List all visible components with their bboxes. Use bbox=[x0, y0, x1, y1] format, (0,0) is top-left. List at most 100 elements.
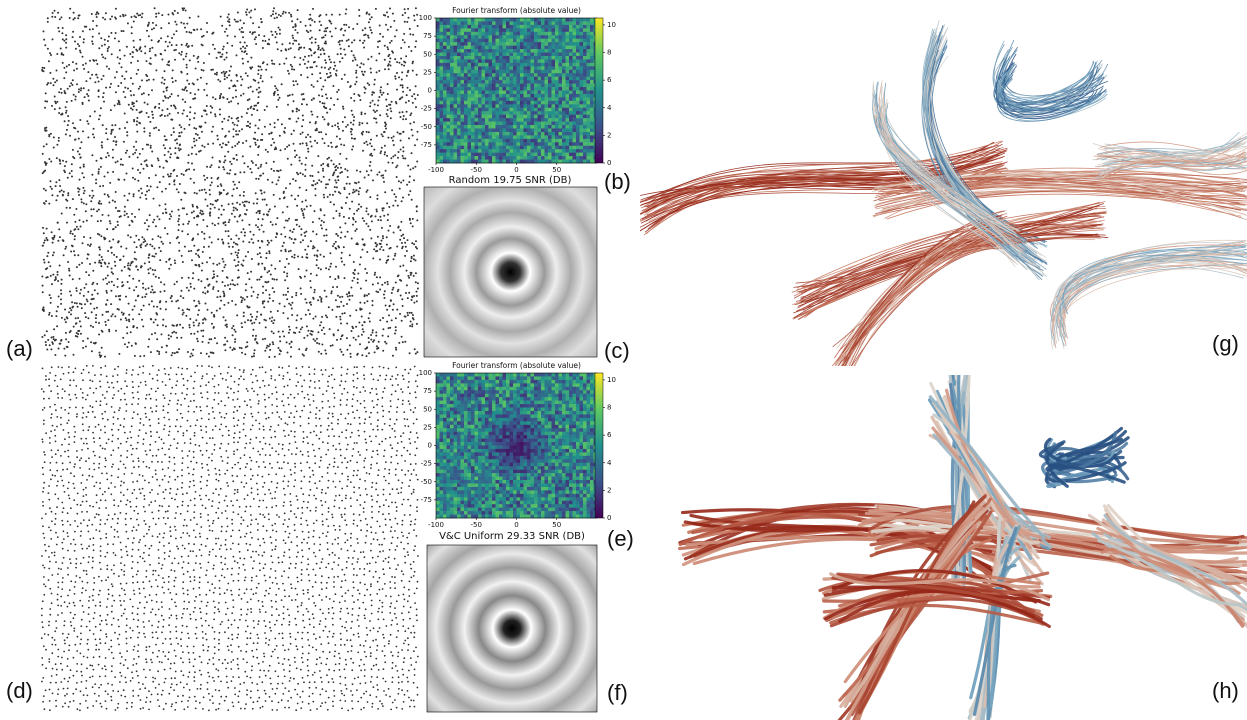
dot bbox=[339, 349, 341, 351]
dot bbox=[314, 340, 316, 342]
dot bbox=[135, 286, 137, 288]
dot bbox=[253, 291, 255, 293]
dot bbox=[132, 417, 134, 419]
dot bbox=[336, 70, 338, 72]
dot bbox=[47, 252, 49, 254]
dot bbox=[199, 406, 201, 408]
dot bbox=[118, 101, 120, 103]
dot bbox=[193, 245, 195, 247]
dot bbox=[416, 74, 418, 76]
dot bbox=[83, 87, 85, 89]
dot bbox=[229, 24, 231, 26]
dot bbox=[285, 294, 287, 296]
dot bbox=[234, 338, 236, 340]
dot bbox=[65, 338, 67, 340]
dot bbox=[315, 183, 317, 185]
dot bbox=[327, 183, 329, 185]
dot bbox=[126, 404, 128, 406]
dot bbox=[329, 276, 331, 278]
dot bbox=[50, 133, 52, 135]
dot bbox=[204, 146, 206, 148]
dot bbox=[413, 258, 415, 260]
dot bbox=[272, 278, 274, 280]
dot bbox=[392, 289, 394, 291]
dot bbox=[283, 405, 285, 407]
dot bbox=[411, 152, 413, 154]
dot bbox=[415, 246, 417, 248]
dot bbox=[155, 225, 157, 227]
dot bbox=[399, 112, 401, 114]
dot bbox=[333, 163, 335, 165]
dot bbox=[265, 149, 267, 151]
dot bbox=[241, 299, 243, 301]
dot bbox=[178, 52, 180, 54]
dot bbox=[137, 60, 139, 62]
dot bbox=[297, 83, 299, 85]
dot bbox=[191, 259, 193, 261]
dot bbox=[236, 202, 238, 204]
dot bbox=[341, 252, 343, 254]
dot bbox=[202, 219, 204, 221]
dot bbox=[176, 281, 178, 283]
dot bbox=[207, 143, 209, 145]
dot bbox=[265, 406, 267, 408]
dot bbox=[248, 87, 250, 89]
dot bbox=[136, 117, 138, 119]
dot bbox=[379, 319, 381, 321]
dot bbox=[238, 141, 240, 143]
dot bbox=[154, 54, 156, 56]
dot bbox=[255, 420, 257, 422]
dot bbox=[61, 367, 63, 369]
dot bbox=[238, 238, 240, 240]
dot bbox=[82, 392, 84, 394]
dot bbox=[67, 177, 69, 179]
dot bbox=[84, 312, 86, 314]
dot bbox=[243, 191, 245, 193]
dot bbox=[416, 291, 418, 293]
dot bbox=[241, 128, 243, 130]
dot bbox=[145, 384, 147, 386]
dot bbox=[73, 69, 75, 71]
dot bbox=[238, 181, 240, 183]
dot bbox=[107, 319, 109, 321]
dot bbox=[181, 277, 183, 279]
dot bbox=[255, 437, 257, 439]
dot bbox=[304, 232, 306, 234]
dot bbox=[276, 17, 278, 19]
dot bbox=[151, 47, 153, 49]
dot bbox=[68, 311, 70, 313]
dot bbox=[358, 193, 360, 195]
dot bbox=[168, 176, 170, 178]
dot bbox=[168, 334, 170, 336]
dot bbox=[64, 120, 66, 122]
dot bbox=[334, 379, 336, 381]
dot bbox=[169, 156, 171, 158]
dot bbox=[60, 114, 62, 116]
dot bbox=[277, 310, 279, 312]
dot bbox=[341, 367, 343, 369]
dot bbox=[400, 140, 402, 142]
dot bbox=[291, 133, 293, 135]
dot bbox=[202, 437, 204, 439]
dot bbox=[178, 135, 180, 137]
dot bbox=[371, 215, 373, 217]
dot bbox=[84, 190, 86, 192]
dot bbox=[218, 384, 220, 386]
dot bbox=[181, 230, 183, 232]
dot bbox=[334, 191, 336, 193]
dot bbox=[218, 366, 220, 368]
dot bbox=[345, 126, 347, 128]
dot bbox=[327, 442, 329, 444]
dot bbox=[406, 94, 408, 96]
dot bbox=[321, 297, 323, 299]
dot bbox=[169, 426, 171, 428]
dot bbox=[404, 242, 406, 244]
dot bbox=[255, 164, 257, 166]
dot bbox=[415, 281, 417, 283]
dot bbox=[306, 144, 308, 146]
dot bbox=[257, 253, 259, 255]
dot bbox=[387, 219, 389, 221]
dot bbox=[107, 194, 109, 196]
dot bbox=[180, 295, 182, 297]
dot bbox=[282, 444, 284, 446]
